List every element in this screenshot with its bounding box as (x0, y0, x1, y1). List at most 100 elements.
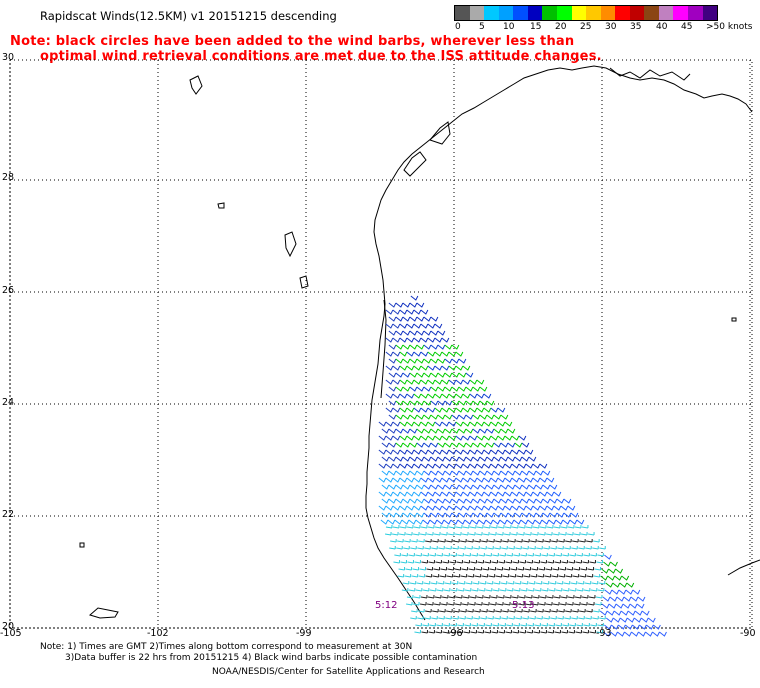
wind-barb (467, 539, 474, 543)
wind-barb (381, 512, 390, 518)
wind-barb (511, 491, 520, 497)
wind-barb (490, 477, 499, 483)
wind-barb (472, 581, 480, 585)
wind-barb (509, 609, 516, 613)
wind-barb (607, 575, 616, 581)
wind-barb (406, 505, 415, 511)
wind-barb (455, 525, 463, 529)
wind-barb (496, 567, 504, 571)
wind-barb (421, 630, 428, 634)
wind-barb (456, 560, 463, 564)
wind-barb (465, 400, 474, 406)
wind-barb (490, 407, 499, 413)
wind-barb (511, 435, 520, 441)
legend-swatch-3 (498, 6, 514, 20)
wind-barb (409, 400, 418, 406)
wind-barb (486, 484, 495, 490)
wind-barb (430, 470, 439, 476)
wind-barb (532, 525, 540, 529)
wind-barb (599, 546, 606, 550)
wind-barb (555, 623, 562, 627)
wind-barb (417, 616, 424, 620)
wind-barb (543, 546, 550, 550)
wind-barb (437, 330, 446, 336)
wind-barb (469, 421, 478, 427)
wind-barb (572, 539, 579, 543)
wind-barb (452, 616, 459, 620)
wind-barb (594, 567, 602, 571)
wind-barb (441, 351, 450, 357)
wind-barb (483, 505, 492, 511)
wind-barb (497, 449, 506, 455)
wind-barb (586, 539, 593, 543)
wind-barb (541, 623, 548, 627)
wind-barb (497, 595, 505, 599)
wind-barb (472, 498, 481, 504)
legend-label-15: 15 (530, 22, 542, 32)
wind-barb (399, 379, 408, 385)
wind-barb (526, 560, 533, 564)
wind-barb (444, 470, 453, 476)
wind-barb (521, 484, 530, 490)
wind-barb (454, 602, 462, 606)
legend-swatch-0 (455, 6, 470, 20)
wind-barb (448, 379, 457, 385)
wind-barb (454, 532, 462, 536)
wind-barb (395, 330, 404, 336)
wind-barb (426, 602, 434, 606)
wind-barb (518, 595, 526, 599)
wind-barb (520, 553, 527, 557)
wind-barb (450, 588, 458, 592)
wind-barb (433, 602, 441, 606)
wind-barb (483, 449, 492, 455)
wind-barb (465, 428, 474, 434)
wind-barb (415, 553, 422, 557)
wind-barb (416, 302, 425, 308)
wind-barb (610, 631, 618, 637)
wind-barb (448, 393, 457, 399)
wind-barb (416, 358, 425, 364)
wind-barb (460, 609, 467, 613)
wind-barb (504, 421, 513, 427)
wind-barb (448, 365, 457, 371)
wind-barb (388, 400, 397, 406)
wind-barb (378, 491, 387, 497)
wind-barb (583, 553, 590, 557)
wind-barb (479, 428, 488, 434)
wind-barb (623, 596, 632, 602)
wind-barb (565, 539, 572, 543)
wind-barb (475, 567, 483, 571)
wind-barb (427, 393, 436, 399)
wind-barb (415, 623, 422, 627)
wind-barb (606, 610, 615, 616)
wind-barb (405, 567, 413, 571)
wind-barb (534, 623, 541, 627)
wind-barb (462, 435, 471, 441)
wind-barb (406, 595, 414, 599)
wind-barb (505, 630, 512, 634)
wind-barb (381, 470, 390, 476)
wind-barb (478, 519, 487, 525)
wind-barb (601, 568, 610, 574)
wind-barb (438, 546, 445, 550)
wind-barb (518, 525, 526, 529)
wind-barb (562, 553, 569, 557)
wind-barb (444, 498, 453, 504)
wind-barb (521, 470, 530, 476)
wind-barb (458, 400, 467, 406)
wind-barb (437, 372, 446, 378)
wind-barb (402, 512, 411, 518)
wind-barb (388, 442, 397, 448)
wind-barb (393, 560, 400, 564)
wind-barb (490, 421, 499, 427)
wind-barb (485, 623, 492, 627)
wind-barb (447, 567, 455, 571)
wind-barb (413, 365, 422, 371)
wind-barb (482, 602, 490, 606)
wind-barb (462, 449, 471, 455)
wind-barb (447, 602, 455, 606)
wind-barb (537, 539, 544, 543)
wind-barb (443, 623, 450, 627)
wind-barb (490, 525, 498, 529)
wind-barb (514, 498, 523, 504)
